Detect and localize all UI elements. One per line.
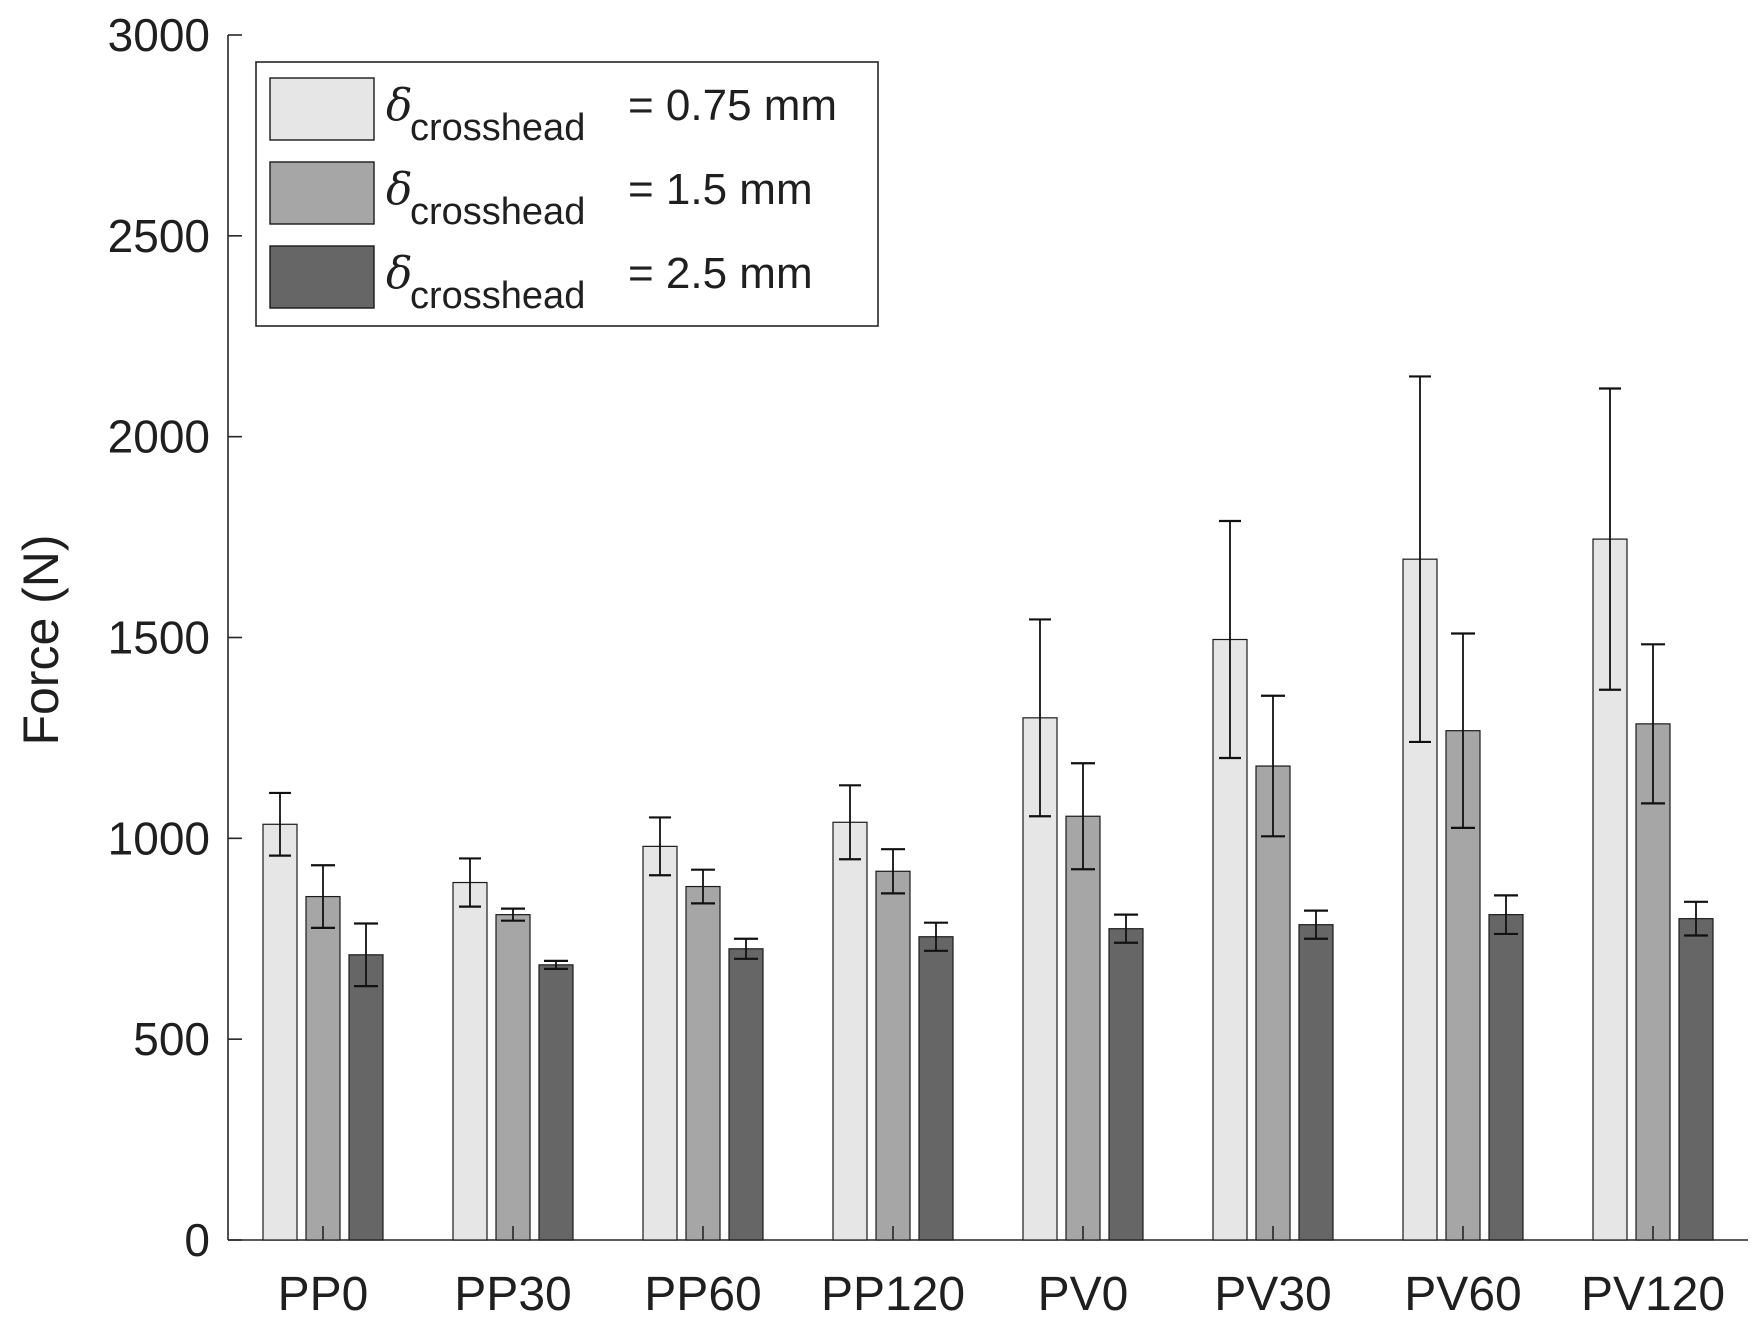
bars — [262, 538, 1714, 1241]
legend-subscript: crosshead — [410, 107, 585, 149]
bar — [262, 823, 298, 1241]
bar — [1298, 924, 1334, 1241]
y-tick-label: 2000 — [108, 411, 210, 463]
y-tick-label: 2500 — [108, 210, 210, 262]
legend-subscript: crosshead — [410, 275, 585, 317]
x-tick-label: PV120 — [1581, 1268, 1725, 1321]
x-tick-label: PP0 — [278, 1268, 369, 1321]
legend-value: = 0.75 mm — [628, 81, 837, 130]
legend-value: = 2.5 mm — [628, 249, 813, 298]
x-tick-label: PP60 — [644, 1268, 761, 1321]
bar — [1635, 723, 1671, 1241]
x-tick-label: PV30 — [1214, 1268, 1331, 1321]
bar — [685, 885, 721, 1241]
y-tick-label: 1000 — [108, 812, 210, 864]
bar — [1108, 928, 1144, 1241]
error-bars — [269, 375, 1708, 988]
bar — [1255, 765, 1291, 1241]
y-tick-label: 3000 — [108, 9, 210, 61]
x-tick-label: PV0 — [1038, 1268, 1129, 1321]
bar — [1065, 815, 1101, 1241]
legend-symbol: δ — [386, 164, 413, 215]
legend-swatch — [269, 245, 375, 309]
legend-swatch — [269, 161, 375, 225]
bar — [452, 881, 488, 1241]
bar — [538, 964, 574, 1241]
legend-value: = 1.5 mm — [628, 165, 813, 214]
bar — [495, 914, 531, 1241]
x-tick-label: PV60 — [1404, 1268, 1521, 1321]
x-tick-label: PP30 — [454, 1268, 571, 1321]
y-tick-label: 500 — [133, 1013, 210, 1065]
ticks: 0 500 1000 1500 2000 2500 3000 PP0 PP30 PP60 PP120… — [108, 9, 1725, 1321]
bar — [728, 948, 764, 1241]
y-tick-label: 0 — [184, 1214, 210, 1266]
bar — [1678, 918, 1714, 1241]
legend-symbol: δ — [386, 248, 413, 299]
bar — [642, 845, 678, 1241]
bar — [348, 954, 384, 1241]
bar — [1488, 914, 1524, 1241]
bar — [832, 821, 868, 1241]
bar — [918, 936, 954, 1241]
legend-subscript: crosshead — [410, 191, 585, 233]
x-tick-label: PP120 — [821, 1268, 965, 1321]
y-tick-label: 1500 — [108, 612, 210, 664]
bar — [875, 870, 911, 1241]
bar — [305, 895, 341, 1241]
y-axis-label: Force (N) — [13, 534, 69, 745]
legend-symbol: δ — [386, 80, 413, 131]
legend-swatch — [269, 77, 375, 141]
